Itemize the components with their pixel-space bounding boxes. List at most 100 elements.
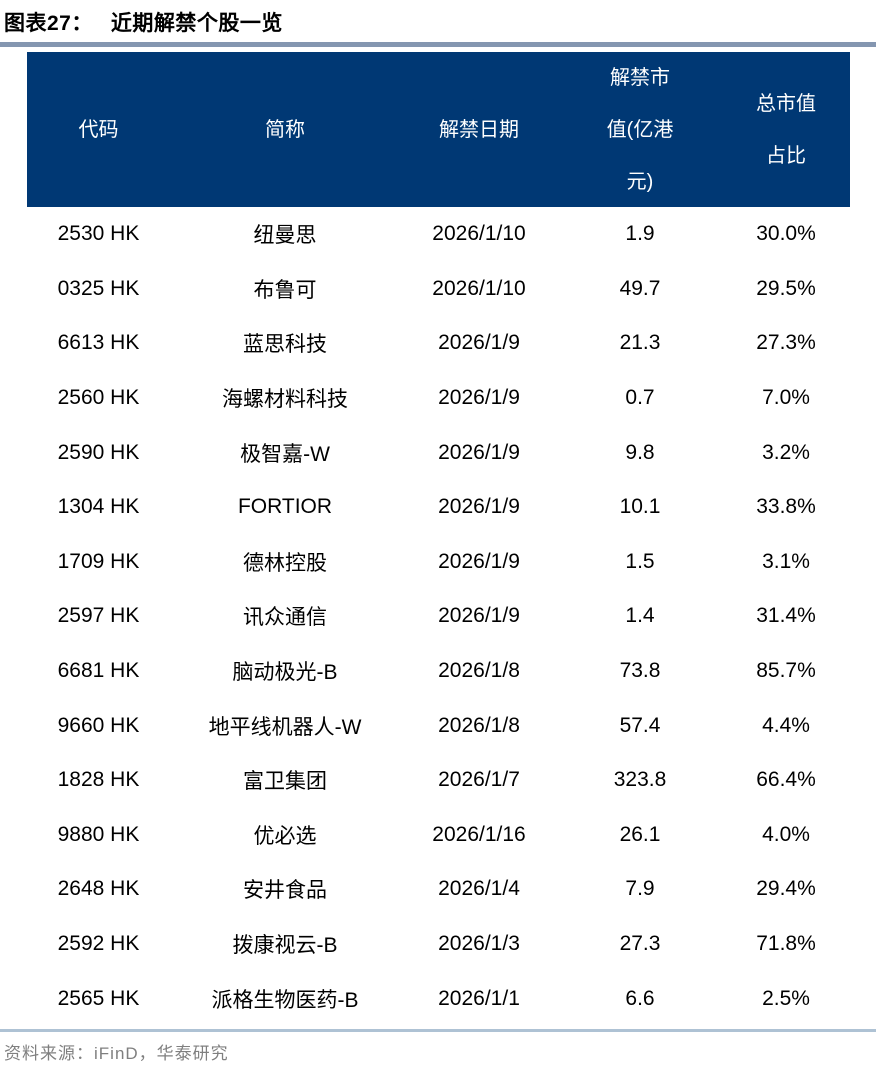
cell-unlock-value: 323.8	[613, 768, 667, 792]
cell-unlock-value: 10.1	[619, 495, 661, 519]
cell-unlock-value: 9.8	[625, 440, 655, 464]
cell-pct: 29.4%	[756, 877, 816, 901]
cell-code: 2597 HK	[57, 604, 140, 628]
cell-name: 极智嘉-W	[240, 442, 330, 466]
header-cell-date: 解禁日期	[400, 104, 558, 156]
table-row: 9660 HK 地平线机器人-W 2026/1/8 57.4 4.4%	[27, 698, 850, 753]
table-row: 2560 HK 海螺材料科技 2026/1/9 0.7 7.0%	[27, 370, 850, 426]
header-line: 元)	[626, 171, 654, 193]
cell-pct: 27.3%	[756, 331, 816, 355]
cell-pct: 3.1%	[762, 549, 810, 573]
cell-date: 2026/1/9	[438, 331, 520, 355]
cell-code: 6613 HK	[57, 331, 140, 355]
cell-pct: 4.4%	[762, 713, 810, 737]
cell-pct: 7.0%	[762, 386, 810, 410]
cell-name: 讯众通信	[243, 606, 327, 630]
cell-date: 2026/1/8	[438, 713, 520, 737]
cell-pct: 30.0%	[756, 222, 816, 246]
cell-name: 富卫集团	[243, 770, 327, 794]
cell-pct: 71.8%	[756, 932, 816, 956]
table-row: 2530 HK 纽曼思 2026/1/10 1.9 30.0%	[27, 207, 850, 262]
cell-code: 2530 HK	[57, 222, 140, 246]
cell-code: 2565 HK	[57, 986, 140, 1010]
cell-pct: 66.4%	[756, 768, 816, 792]
figure-caption: 图表27： 近期解禁个股一览	[4, 7, 283, 37]
cell-name: 布鲁可	[253, 278, 317, 302]
header-line: 解禁市	[610, 67, 670, 89]
cell-name: 地平线机器人-W	[208, 715, 362, 739]
cell-name: 优必选	[253, 824, 317, 848]
cell-unlock-value: 21.3	[619, 331, 661, 355]
cell-name: 德林控股	[243, 551, 327, 575]
table-row: 1709 HK 德林控股 2026/1/9 1.5 3.1%	[27, 534, 850, 590]
cell-code: 6681 HK	[57, 659, 140, 683]
footer-divider	[0, 1029, 876, 1032]
table-row: 2648 HK 安井食品 2026/1/4 7.9 29.4%	[27, 862, 850, 917]
header-line: 值(亿港	[606, 119, 674, 141]
header-cell-name: 简称	[170, 104, 400, 156]
cell-pct: 85.7%	[756, 659, 816, 683]
cell-name: 脑动极光-B	[232, 661, 338, 685]
table-row: 2597 HK 讯众通信 2026/1/9 1.4 31.4%	[27, 589, 850, 644]
cell-pct: 33.8%	[756, 495, 816, 519]
figure-label: 图表27：	[4, 12, 93, 35]
cell-date: 2026/1/9	[438, 386, 520, 410]
cell-date: 2026/1/9	[438, 440, 520, 464]
figure-title: 近期解禁个股一览	[110, 12, 283, 35]
cell-code: 1828 HK	[57, 768, 140, 792]
cell-unlock-value: 27.3	[619, 932, 661, 956]
cell-pct: 3.2%	[762, 440, 810, 464]
cell-unlock-value: 26.1	[619, 822, 661, 846]
cell-date: 2026/1/7	[438, 768, 520, 792]
cell-date: 2026/1/16	[432, 822, 526, 846]
cell-unlock-value: 0.7	[625, 386, 655, 410]
cell-unlock-value: 57.4	[619, 713, 661, 737]
cell-date: 2026/1/1	[438, 986, 520, 1010]
header-cell-unlock-value: 解禁市 值(亿港 元)	[558, 52, 722, 208]
cell-name: 派格生物医药-B	[211, 988, 359, 1012]
table-row: 2592 HK 拨康视云-B 2026/1/3 27.3 71.8%	[27, 916, 850, 972]
cell-name: 安井食品	[243, 879, 327, 903]
cell-name: 拨康视云-B	[232, 934, 338, 958]
table-row: 6681 HK 脑动极光-B 2026/1/8 73.8 85.7%	[27, 643, 850, 699]
cell-date: 2026/1/4	[438, 877, 520, 901]
header-line: 简称	[265, 119, 305, 141]
table-row: 0325 HK 布鲁可 2026/1/10 49.7 29.5%	[27, 261, 850, 317]
table-row: 2565 HK 派格生物医药-B 2026/1/1 6.6 2.5%	[27, 971, 850, 1026]
source-note: 资料来源：iFinD，华泰研究	[4, 1044, 229, 1063]
header-cell-code: 代码	[27, 104, 170, 156]
header-line: 解禁日期	[439, 119, 519, 141]
title-divider	[0, 42, 876, 47]
cell-date: 2026/1/8	[438, 659, 520, 683]
cell-name: 蓝思科技	[243, 333, 327, 357]
cell-code: 9660 HK	[57, 713, 140, 737]
cell-unlock-value: 1.4	[625, 604, 655, 628]
header-line: 代码	[78, 119, 119, 141]
table-row: 1828 HK 富卫集团 2026/1/7 323.8 66.4%	[27, 752, 850, 808]
cell-unlock-value: 73.8	[619, 659, 661, 683]
cell-unlock-value: 6.6	[625, 986, 655, 1010]
cell-pct: 31.4%	[756, 604, 816, 628]
cell-code: 2590 HK	[57, 440, 140, 464]
table-row: 2590 HK 极智嘉-W 2026/1/9 9.8 3.2%	[27, 425, 850, 480]
cell-date: 2026/1/9	[438, 604, 520, 628]
cell-name: FORTIOR	[237, 495, 333, 519]
cell-code: 2560 HK	[57, 386, 140, 410]
cell-code: 9880 HK	[57, 822, 140, 846]
cell-date: 2026/1/10	[432, 222, 526, 246]
table-row: 1304 HK FORTIOR 2026/1/9 10.1 33.8%	[27, 479, 850, 535]
cell-pct: 29.5%	[756, 276, 816, 300]
table-row: 9880 HK 优必选 2026/1/16 26.1 4.0%	[27, 807, 850, 863]
cell-name: 纽曼思	[253, 224, 317, 248]
cell-pct: 4.0%	[762, 822, 810, 846]
cell-unlock-value: 1.5	[625, 549, 655, 573]
table-header-row: 代码 简称 解禁日期 解禁市 值(亿港 元) 总市值 占比	[27, 52, 850, 207]
cell-pct: 2.5%	[762, 986, 810, 1010]
cell-unlock-value: 49.7	[619, 276, 661, 300]
cell-unlock-value: 1.9	[625, 222, 655, 246]
cell-name: 海螺材料科技	[222, 388, 348, 412]
cell-unlock-value: 7.9	[625, 877, 655, 901]
cell-date: 2026/1/9	[438, 549, 520, 573]
header-line: 占比	[766, 145, 806, 167]
